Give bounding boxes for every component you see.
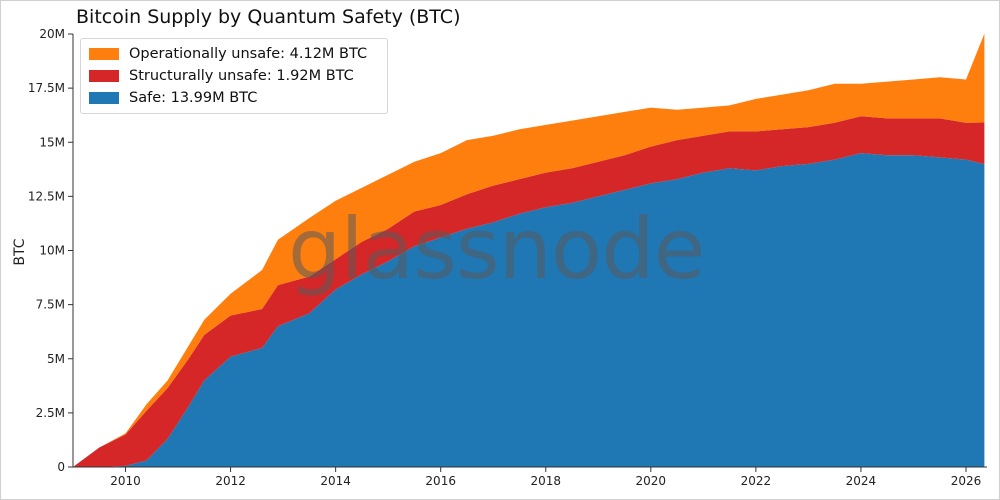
y-tick-label: 0 [57,460,65,474]
y-axis-label: BTC [12,238,28,265]
x-tick: 2012 [215,467,246,488]
legend: Operationally unsafe: 4.12M BTC Structur… [80,38,388,114]
x-tick-label: 2024 [846,474,877,488]
x-tick: 2020 [636,467,667,488]
y-tick-label: 20M [39,27,65,41]
legend-label: Operationally unsafe: 4.12M BTC [129,46,368,62]
legend-swatch-red [89,70,119,82]
legend-swatch-blue [89,92,119,104]
x-tick: 2026 [951,467,982,488]
y-tick-label: 5M [47,352,65,366]
x-ticks: 2010 2012 2014 2016 2018 2020 2022 2024 2026 [110,467,981,488]
x-tick-label: 2026 [951,474,982,488]
x-tick-label: 2022 [741,474,772,488]
y-tick-label: 12.5M [28,189,65,203]
area-safe [73,153,985,467]
x-tick-label: 2020 [636,474,667,488]
x-tick: 2010 [110,467,141,488]
x-tick-label: 2014 [320,474,351,488]
legend-label: Structurally unsafe: 1.92M BTC [129,68,354,84]
y-tick-label: 7.5M [36,298,65,312]
legend-item-safe: Safe: 13.99M BTC [89,89,257,107]
x-tick-label: 2018 [530,474,561,488]
x-tick-label: 2010 [110,474,141,488]
legend-item-structurally-unsafe: Structurally unsafe: 1.92M BTC [89,67,354,85]
y-tick: 7.5M [36,298,73,312]
y-tick-label: 10M [39,244,65,258]
y-tick: 10M [39,244,73,258]
x-tick: 2016 [425,467,456,488]
y-tick: 2.5M [36,406,73,420]
y-tick: 5M [47,352,73,366]
area-layers [73,33,985,468]
legend-swatch-orange [89,48,119,60]
y-tick: 20M [39,27,73,41]
area-structurally-unsafe [73,116,985,468]
y-tick: 12.5M [28,189,73,203]
y-tick-label: 2.5M [36,406,65,420]
x-tick: 2018 [530,467,561,488]
x-tick-label: 2012 [215,474,246,488]
y-tick: 15M [39,135,73,149]
y-tick-label: 17.5M [28,81,65,95]
legend-item-operationally-unsafe: Operationally unsafe: 4.12M BTC [89,45,367,63]
y-tick-label: 15M [39,135,65,149]
x-tick: 2024 [846,467,877,488]
y-tick: 17.5M [28,81,73,95]
y-tick: 0 [57,460,73,474]
y-ticks: 0 2.5M 5M 7.5M 10M 12.5M 15M 17.5M 20M [28,27,73,474]
x-tick: 2022 [741,467,772,488]
legend-label: Safe: 13.99M BTC [129,90,258,106]
x-tick-label: 2016 [425,474,456,488]
watermark-logo: glassnode [288,200,705,298]
chart-title: Bitcoin Supply by Quantum Safety (BTC) [76,6,461,28]
x-tick: 2014 [320,467,351,488]
